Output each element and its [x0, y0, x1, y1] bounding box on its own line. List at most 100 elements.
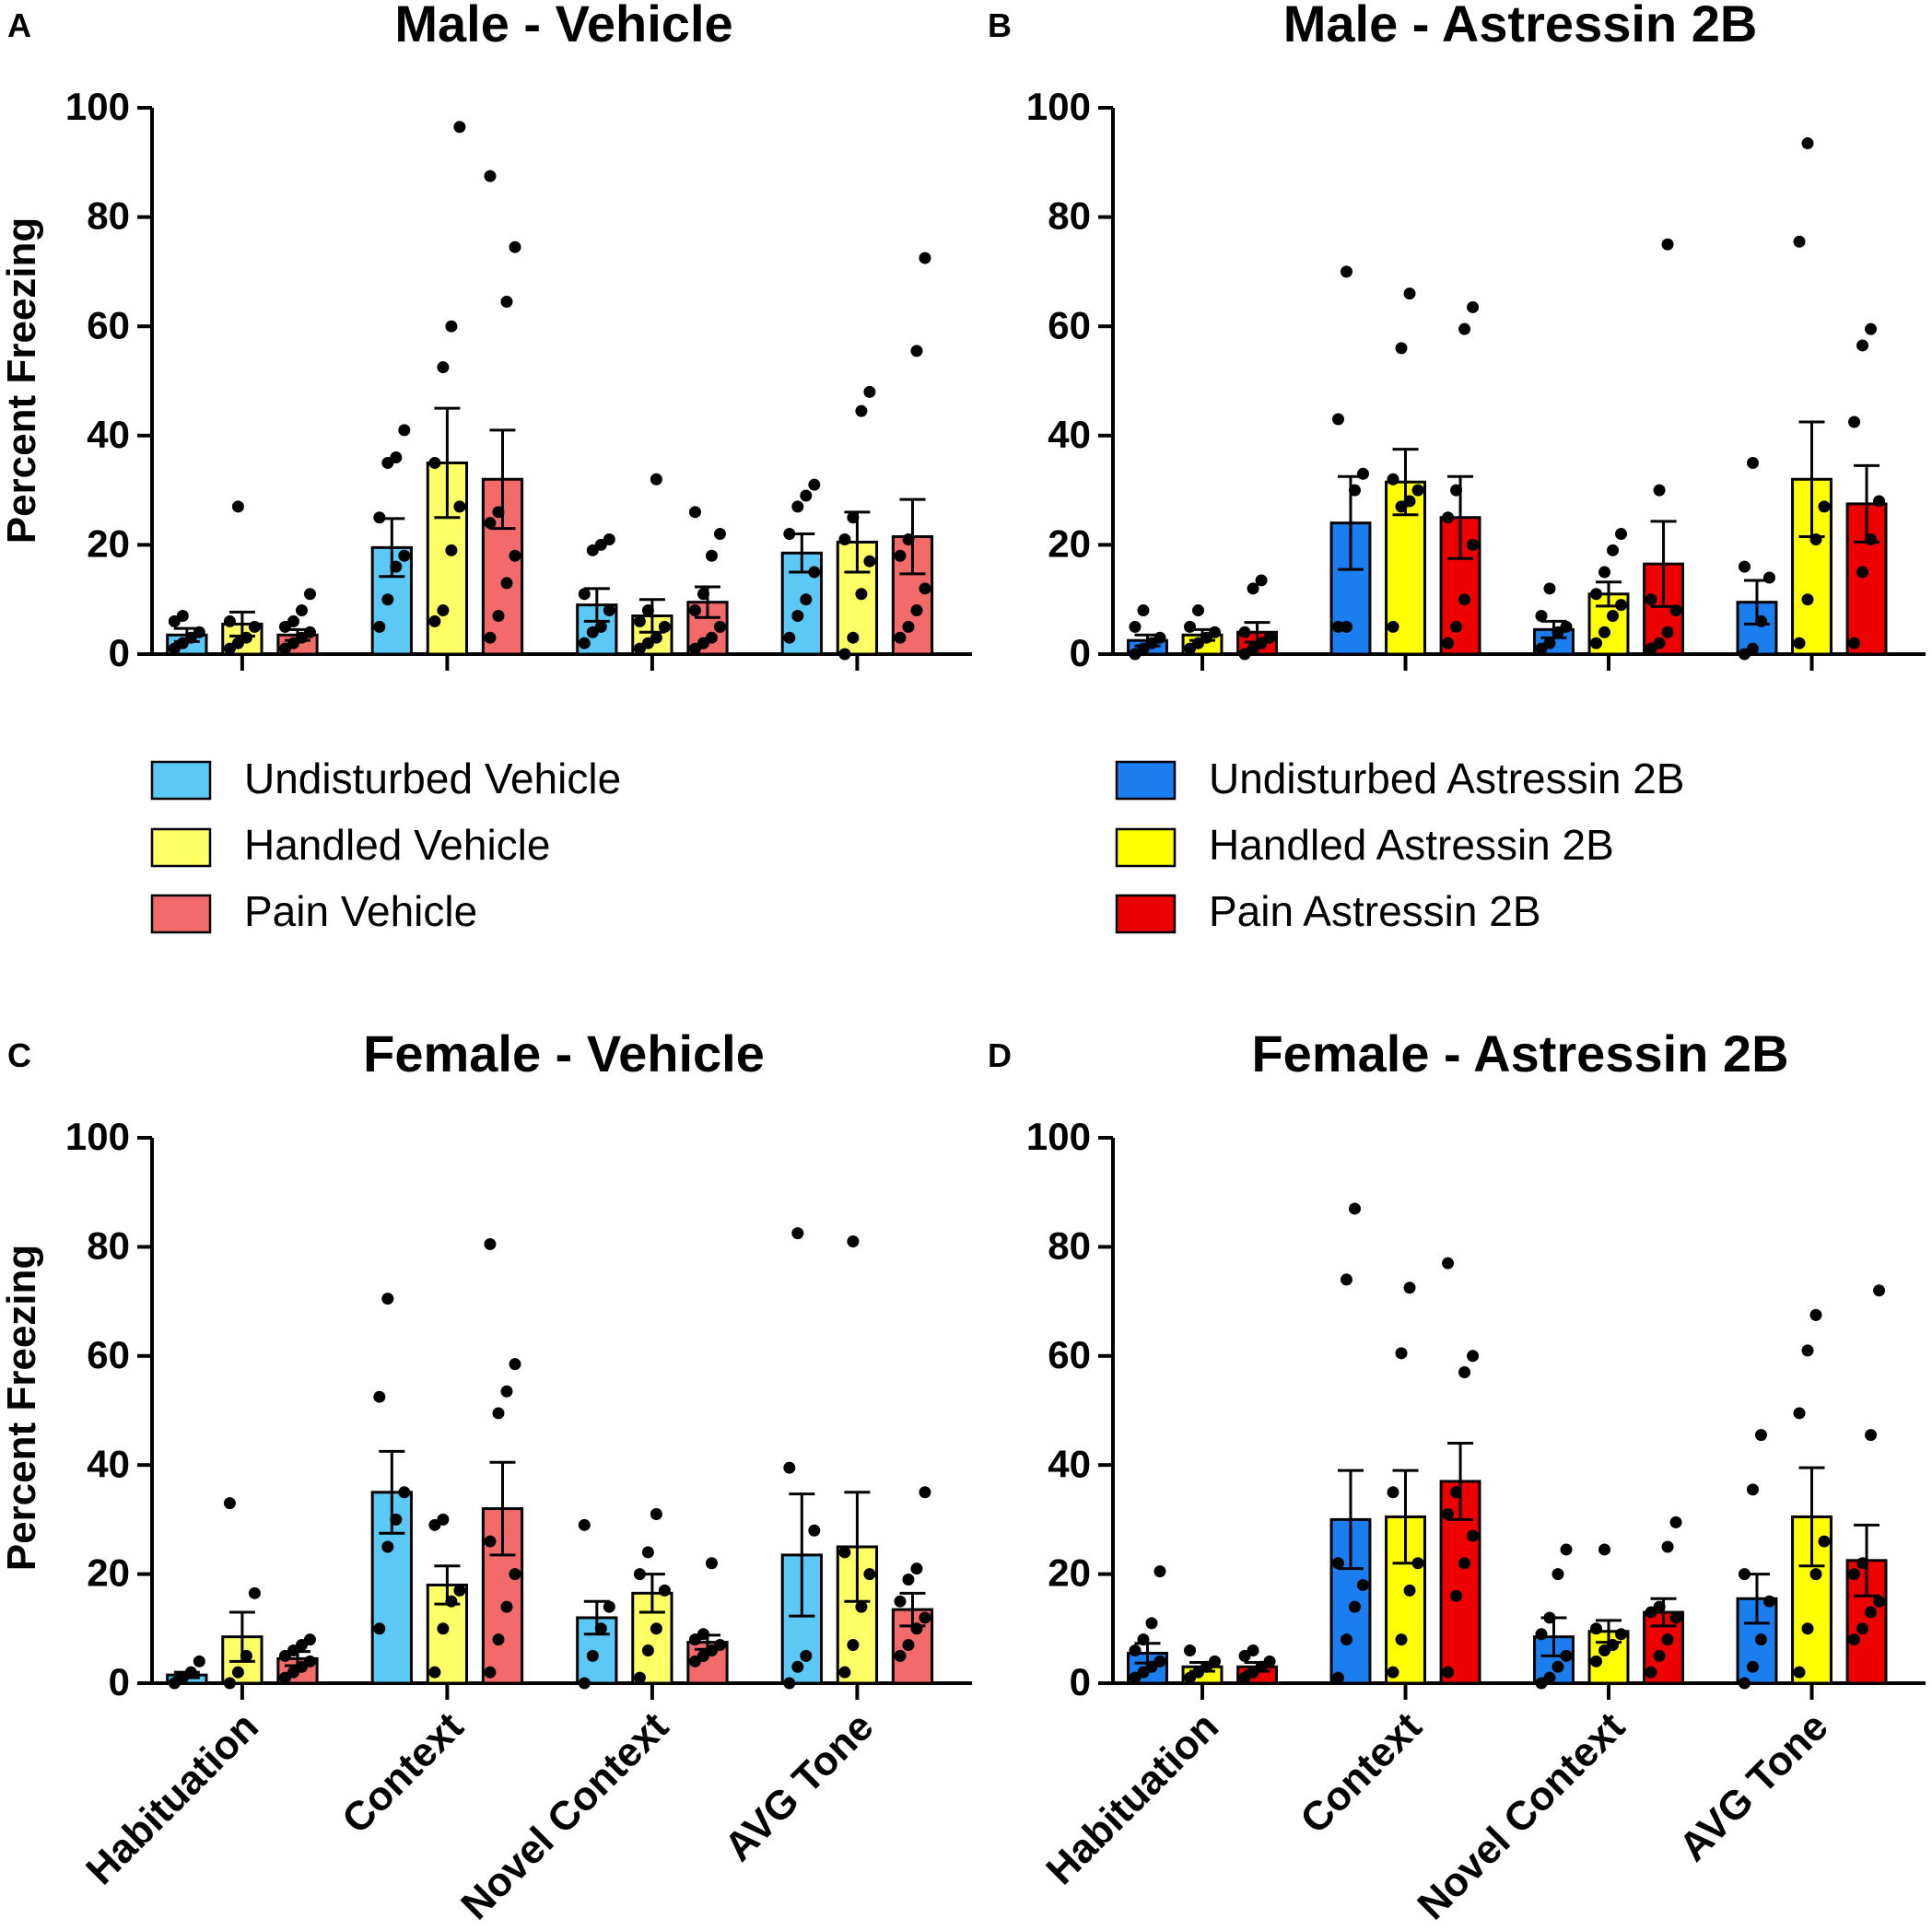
data-point: [1387, 473, 1399, 486]
data-point: [1209, 626, 1222, 638]
data-point: [578, 637, 591, 650]
data-point: [1348, 1202, 1361, 1215]
data-point: [1450, 484, 1463, 497]
data-point: [1746, 1483, 1759, 1496]
data-point: [484, 631, 497, 644]
data-point: [863, 385, 876, 398]
data-point: [838, 532, 851, 545]
data-point: [1809, 1568, 1822, 1581]
data-point: [500, 577, 513, 590]
data-point: [1754, 1633, 1767, 1646]
data-point: [1543, 637, 1556, 650]
panel-letter-d: D: [988, 1036, 1012, 1074]
data-point: [633, 614, 646, 627]
data-point: [894, 1649, 907, 1662]
data-point: [713, 620, 726, 633]
data-point: [1458, 1366, 1471, 1379]
data-point: [1669, 604, 1682, 617]
data-point: [1754, 614, 1767, 627]
data-point: [1255, 574, 1268, 587]
data-point: [240, 631, 252, 644]
data-point: [658, 1584, 671, 1597]
legend-vehicle: Undisturbed Vehicle Handled Vehicle Pain…: [150, 755, 621, 935]
legend-label-handled-vehicle: Handled Vehicle: [244, 821, 550, 869]
data-point: [855, 1600, 868, 1613]
data-point: [1793, 637, 1806, 650]
data-point: [1865, 1429, 1878, 1442]
data-point: [295, 604, 308, 617]
data-point: [1450, 1589, 1463, 1602]
data-point: [641, 1644, 654, 1656]
data-point: [484, 1237, 497, 1250]
data-point: [641, 604, 654, 617]
data-point: [1247, 1644, 1259, 1656]
data-point: [1865, 532, 1878, 545]
data-point: [641, 1546, 654, 1559]
y-tick-label: 20: [1048, 521, 1091, 565]
data-point: [1793, 1666, 1806, 1679]
data-point: [1551, 1660, 1564, 1673]
data-point: [445, 320, 458, 333]
data-point: [500, 296, 513, 309]
panel-letter-a: A: [7, 6, 31, 44]
data-point: [1848, 1568, 1861, 1581]
data-point: [1873, 1284, 1886, 1297]
data-point: [1535, 1628, 1548, 1641]
data-point: [1137, 604, 1150, 617]
data-point: [1411, 484, 1424, 497]
data-point: [193, 626, 205, 638]
data-point: [783, 1677, 796, 1690]
data-point: [1403, 1281, 1416, 1294]
data-point: [1403, 1584, 1416, 1597]
data-point: [390, 560, 403, 573]
data-point: [500, 1385, 513, 1398]
data-point: [453, 1584, 466, 1597]
legend-label-undisturbed-vehicle: Undisturbed Vehicle: [244, 755, 621, 802]
data-point: [910, 604, 923, 617]
data-point: [437, 604, 450, 617]
chart-title-a: Male - Vehicle: [394, 0, 732, 53]
data-point: [492, 506, 505, 519]
data-point: [1762, 571, 1775, 584]
data-point: [223, 614, 236, 627]
data-point: [1153, 1565, 1166, 1578]
data-point: [381, 593, 394, 606]
y-tick-label: 0: [109, 1660, 130, 1703]
y-tick-label: 100: [65, 85, 130, 128]
data-point: [484, 1535, 497, 1548]
data-point: [428, 1666, 441, 1679]
y-tick-label: 80: [87, 194, 130, 238]
data-point: [1856, 1557, 1869, 1570]
x-tick-label: Novel Context: [1409, 1703, 1633, 1928]
data-point: [1458, 322, 1471, 335]
y-tick-label: 60: [87, 1333, 130, 1376]
y-tick-label: 80: [1048, 194, 1091, 238]
data-point: [578, 588, 591, 601]
data-point: [509, 1358, 521, 1371]
data-point: [484, 517, 497, 530]
data-point: [1145, 1617, 1158, 1630]
data-point: [863, 1568, 876, 1581]
data-point: [1153, 1655, 1166, 1668]
data-point: [713, 528, 726, 541]
data-point: [231, 500, 244, 513]
data-point: [223, 1677, 236, 1690]
data-point: [650, 1507, 662, 1520]
data-point: [1331, 620, 1344, 633]
x-tick-label: Context: [334, 1703, 473, 1843]
data-point: [248, 1586, 261, 1599]
data-point: [453, 121, 466, 134]
data-point: [1746, 1660, 1759, 1673]
data-point: [1607, 544, 1620, 556]
data-point: [437, 1622, 450, 1635]
x-tick-label: Context: [1292, 1703, 1431, 1843]
data-point: [1442, 1257, 1455, 1270]
data-point: [1467, 300, 1480, 313]
data-point: [783, 1461, 796, 1474]
data-point: [1645, 593, 1657, 606]
data-point: [1865, 1606, 1878, 1619]
data-point: [1809, 1308, 1822, 1321]
y-axis-label-a: Percent Freezing: [0, 217, 44, 544]
